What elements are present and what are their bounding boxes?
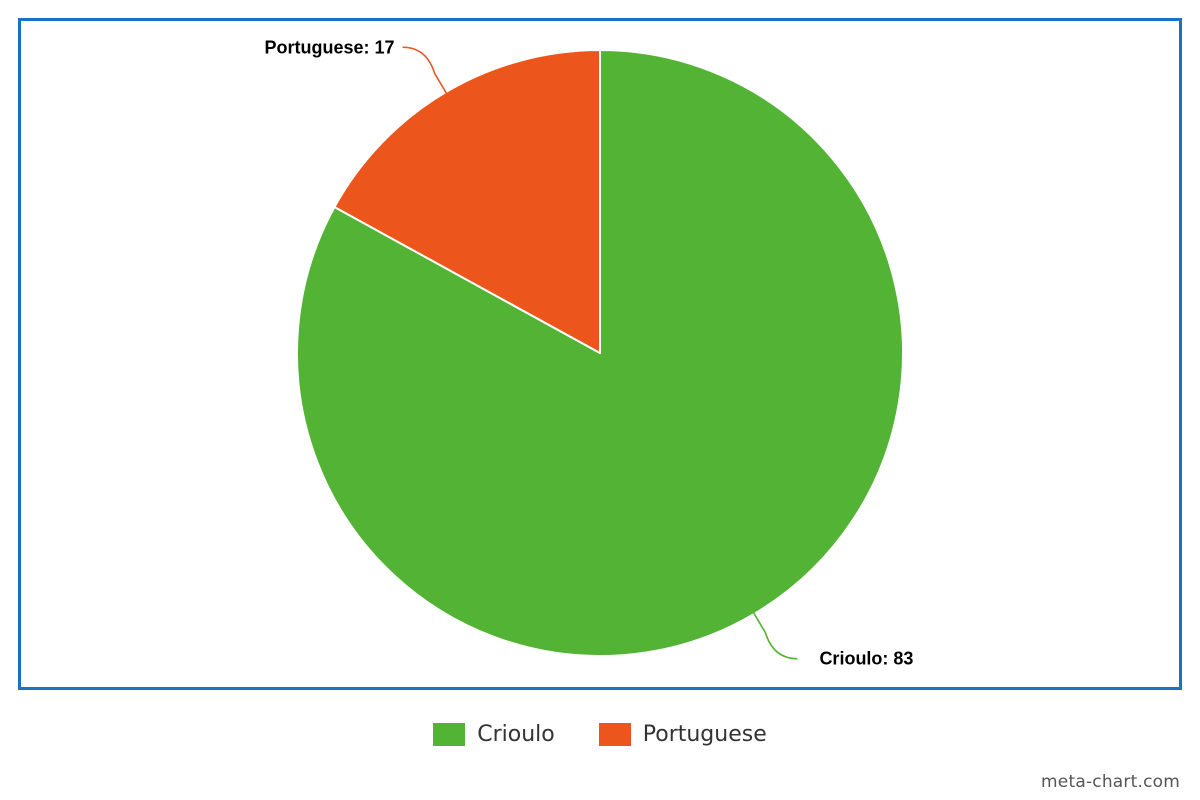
legend-item-portuguese[interactable]: Portuguese [598,722,767,747]
pie-chart: Crioulo: 83 Portuguese: 17 [265,37,914,668]
watermark-text: meta-chart.com [1041,772,1180,792]
legend-swatch-portuguese [598,723,631,746]
connector-portuguese [402,46,449,97]
connector-crioulo [751,609,798,660]
pie-slices [296,49,904,657]
data-label-portuguese: Portuguese: 17 [265,37,395,57]
data-labels: Crioulo: 83 Portuguese: 17 [265,37,914,668]
legend-label-crioulo: Crioulo [477,722,555,747]
label-connectors [402,46,798,660]
legend: Crioulo Portuguese [0,722,1200,747]
legend-item-crioulo[interactable]: Crioulo [433,722,555,747]
legend-swatch-crioulo [433,723,466,746]
data-label-crioulo: Crioulo: 83 [819,649,913,669]
legend-label-portuguese: Portuguese [642,722,767,747]
